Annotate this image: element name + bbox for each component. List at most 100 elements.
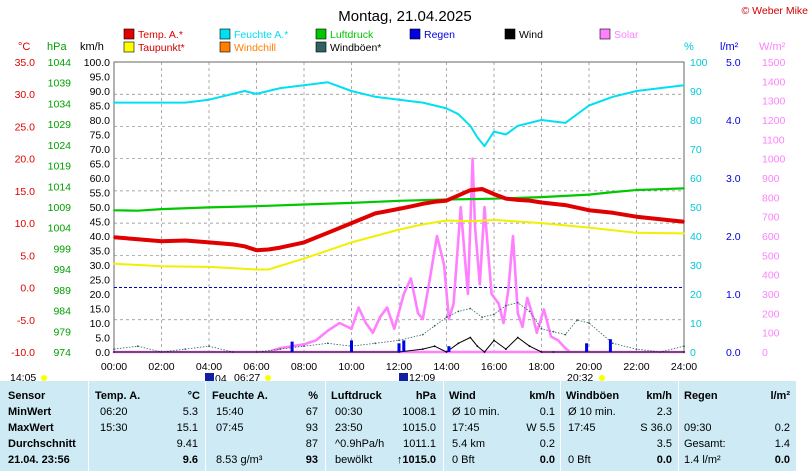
pressure-tick-label: 1024 xyxy=(48,140,72,152)
legend-label-humidity: Feuchte A.* xyxy=(234,29,288,41)
gust-point xyxy=(493,313,495,316)
table-cell-wind-time: 0 Bft xyxy=(452,454,475,466)
dewpoint-point xyxy=(398,228,400,231)
table-cell-gust-value: S 36.0 xyxy=(640,422,672,434)
pressure-point xyxy=(113,209,115,212)
pressure-point xyxy=(350,202,353,204)
temp-point xyxy=(243,245,246,248)
humidity-point xyxy=(160,101,163,104)
table-cell-gust-time: Ø 10 min. xyxy=(568,406,616,418)
solar-point xyxy=(303,343,305,346)
humidity-tick-label: 50 xyxy=(690,202,702,214)
temp-point xyxy=(505,197,507,200)
pressure-point xyxy=(303,203,305,206)
solar-point xyxy=(512,235,514,237)
temp-tick-label: 20.0 xyxy=(15,154,36,166)
solar-point xyxy=(393,327,396,330)
temp-tick-label: 15.0 xyxy=(15,186,36,198)
pressure-tick-label: 1029 xyxy=(48,119,72,131)
table-cell-wind-time: 17:45 xyxy=(452,422,480,434)
gust-point xyxy=(588,322,590,324)
temp-point xyxy=(398,208,400,210)
dewpoint-line xyxy=(113,218,685,271)
solar-tick-label: 300 xyxy=(762,289,780,301)
humidity-tick-label: 80 xyxy=(690,115,702,127)
wind-point xyxy=(552,351,555,353)
solar-tick-label: 1500 xyxy=(762,57,786,69)
table-cell-wind-time: 5.4 km xyxy=(452,438,486,450)
solar-tick-label: 1400 xyxy=(762,76,786,88)
solar-point xyxy=(326,329,329,332)
wind-tick-label: 85.0 xyxy=(90,101,111,113)
table-cell-pressure-value: ↑1015.0 xyxy=(396,454,436,466)
dewpoint-point xyxy=(350,241,353,244)
temp-point xyxy=(481,188,483,190)
solar-tick-label: 600 xyxy=(762,231,780,243)
humidity-point xyxy=(255,93,258,95)
legend-swatch-wind xyxy=(504,28,516,40)
table-cell-pressure-time: bewölkt xyxy=(335,454,373,466)
wind-line xyxy=(114,337,684,353)
table-row-label: MaxWert xyxy=(8,422,54,434)
dewpoint-point xyxy=(208,266,210,268)
gust-point xyxy=(481,316,483,319)
table-header-pressure-unit: hPa xyxy=(415,390,436,402)
temp-point xyxy=(374,212,377,215)
solar-point xyxy=(478,283,481,286)
wind-tick-label: 65.0 xyxy=(90,159,111,171)
pressure-tick-label: 994 xyxy=(53,264,71,276)
solar-line xyxy=(112,157,686,354)
table-header-temp-unit: °C xyxy=(187,390,200,402)
wind-point xyxy=(469,336,472,339)
table-divider xyxy=(678,381,679,471)
temp-point xyxy=(528,199,531,202)
gust-point xyxy=(279,348,282,350)
solar-point xyxy=(497,302,500,305)
wind-point xyxy=(528,345,531,348)
solar-point xyxy=(364,322,367,324)
temp-point xyxy=(303,241,305,244)
legend-label-solar: Solar xyxy=(614,29,639,41)
table-divider xyxy=(560,381,561,471)
temp-tick-label: 25.0 xyxy=(15,121,36,133)
solar-point xyxy=(502,322,505,324)
temp-point xyxy=(160,240,163,243)
humidity-point xyxy=(445,107,448,110)
gust-point xyxy=(374,342,377,345)
gust-point xyxy=(611,342,614,345)
rain-bar xyxy=(608,339,612,352)
solar-point xyxy=(535,331,538,334)
legend-swatch-windchill xyxy=(219,41,231,53)
solar-point xyxy=(526,297,529,299)
temp-tick-label: -10.0 xyxy=(11,347,35,359)
gust-point xyxy=(576,319,578,321)
humidity-point xyxy=(635,90,638,92)
axis-header-solar: W/m² xyxy=(759,41,786,53)
pressure-tick-label: 974 xyxy=(53,347,71,359)
gust-point xyxy=(113,348,115,350)
moon-set-icon xyxy=(41,375,47,381)
pressure-point xyxy=(611,191,614,194)
pressure-point xyxy=(255,205,258,208)
dewpoint-point xyxy=(160,265,163,268)
temp-point xyxy=(326,231,329,234)
legend-label-gust: Windböen* xyxy=(330,42,381,54)
dewpoint-point xyxy=(303,257,305,260)
solar-point xyxy=(543,308,545,311)
humidity-point xyxy=(208,98,210,101)
solar-point xyxy=(507,289,510,291)
table-header-wind: Wind xyxy=(449,390,476,402)
rain-tick-label: 4.0 xyxy=(726,115,741,127)
humidity-tick-label: 90 xyxy=(690,86,702,98)
legend: Temp. A.* Feuchte A.* Luftdruck Regen Wind So… xyxy=(123,28,639,54)
x-tick-label: 04:00 xyxy=(196,361,222,373)
humidity-tick-label: 0 xyxy=(690,347,696,359)
table-cell-temp-value: 9.41 xyxy=(176,438,198,450)
x-tick-label: 24:00 xyxy=(671,361,697,373)
table-cell-temp-value: 15.1 xyxy=(176,422,198,434)
solar-point xyxy=(402,293,405,295)
noon-icon xyxy=(399,373,408,382)
humidity-point xyxy=(184,101,187,104)
humidity-point xyxy=(374,95,377,98)
gust-point xyxy=(303,345,305,348)
